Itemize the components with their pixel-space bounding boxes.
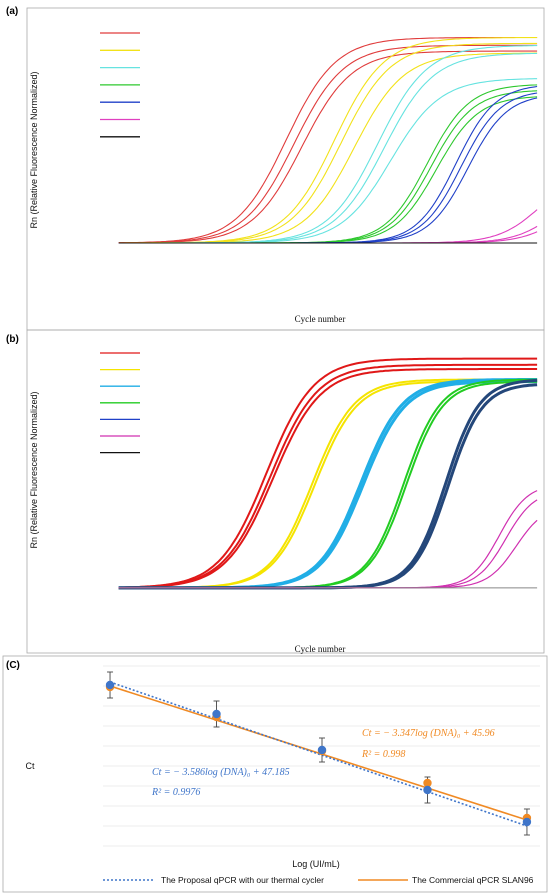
panel-a: (a) Rn (Relative Fluorescence Normalized… [6, 6, 545, 331]
panel-a-legend [100, 32, 140, 138]
series-red-curve-1 [118, 44, 538, 244]
series-b_pink-curve-0 [118, 490, 538, 589]
panel-a-frame [26, 7, 545, 331]
series-yellow-curve-2 [118, 52, 538, 244]
series-blue-curve-2 [118, 97, 538, 244]
series-yellow-curve-0 [118, 37, 538, 244]
series-b_red-curve-2 [118, 368, 538, 589]
series-pink-curve-0 [118, 209, 538, 244]
series-cyan-curve-1 [118, 52, 538, 244]
panel-c-xlabel: Log (UI/mL) [292, 859, 340, 869]
panel-b: (b) Rn (Relative Fluorescence Normalized… [6, 329, 545, 654]
series-cyan-curve-2 [118, 78, 538, 244]
panel-b-xlabel: Cycle number [295, 644, 346, 654]
proposal-point [212, 709, 221, 719]
proposal-point [423, 785, 432, 795]
series-red-curve-0 [118, 36, 538, 244]
blue-r2-label: R² = 0.9976 [151, 787, 200, 798]
panel-b-frame [26, 329, 545, 654]
panel-b-ylabel: Rn (Relative Fluorescence Normalized) [29, 391, 39, 548]
panel-c-label: (C) [6, 660, 20, 671]
series-b_pink-curve-1 [118, 499, 538, 589]
proposal-point [317, 745, 327, 755]
series-b_red-curve-0 [118, 357, 538, 589]
blue-fit-equation: Ct = − 3.586log (DNA)₀ + 47.185 [152, 767, 290, 778]
panel-b-lines [118, 357, 538, 590]
proposal-point [522, 817, 532, 827]
legend-label-proposal: The Proposal qPCR with our thermal cycle… [161, 875, 324, 885]
panel-c-marks [105, 671, 532, 836]
orange-fit-equation: Ct = − 3.347log (DNA)₀ + 45.96 [362, 728, 495, 739]
panel-a-lines [118, 36, 538, 244]
orange-r2-label: R² = 0.998 [361, 749, 405, 760]
series-yellow-curve-1 [118, 42, 538, 244]
series-green-curve-1 [118, 90, 538, 244]
panel-a-xlabel: Cycle number [295, 314, 346, 324]
panel-a-label: (a) [6, 6, 18, 17]
legend-label-commercial: The Commercial qPCR SLAN96 [412, 875, 534, 885]
panel-b-legend [100, 352, 140, 454]
series-red-curve-2 [118, 50, 538, 244]
panel-c-ylabel: Ct [26, 761, 35, 771]
panel-c-frame [2, 655, 548, 893]
proposal-fit-line [109, 681, 528, 827]
series-cyan-curve-0 [118, 45, 538, 244]
commercial-point [423, 778, 432, 788]
panel-a-ylabel: Rn (Relative Fluorescence Normalized) [29, 71, 39, 228]
panel-c: (C) Ct Log (UI/mL) Ct = − 3.347log (DNA)… [2, 655, 548, 893]
proposal-point [105, 680, 115, 690]
panel-c-grid [103, 665, 540, 847]
panel-b-label: (b) [6, 334, 19, 345]
